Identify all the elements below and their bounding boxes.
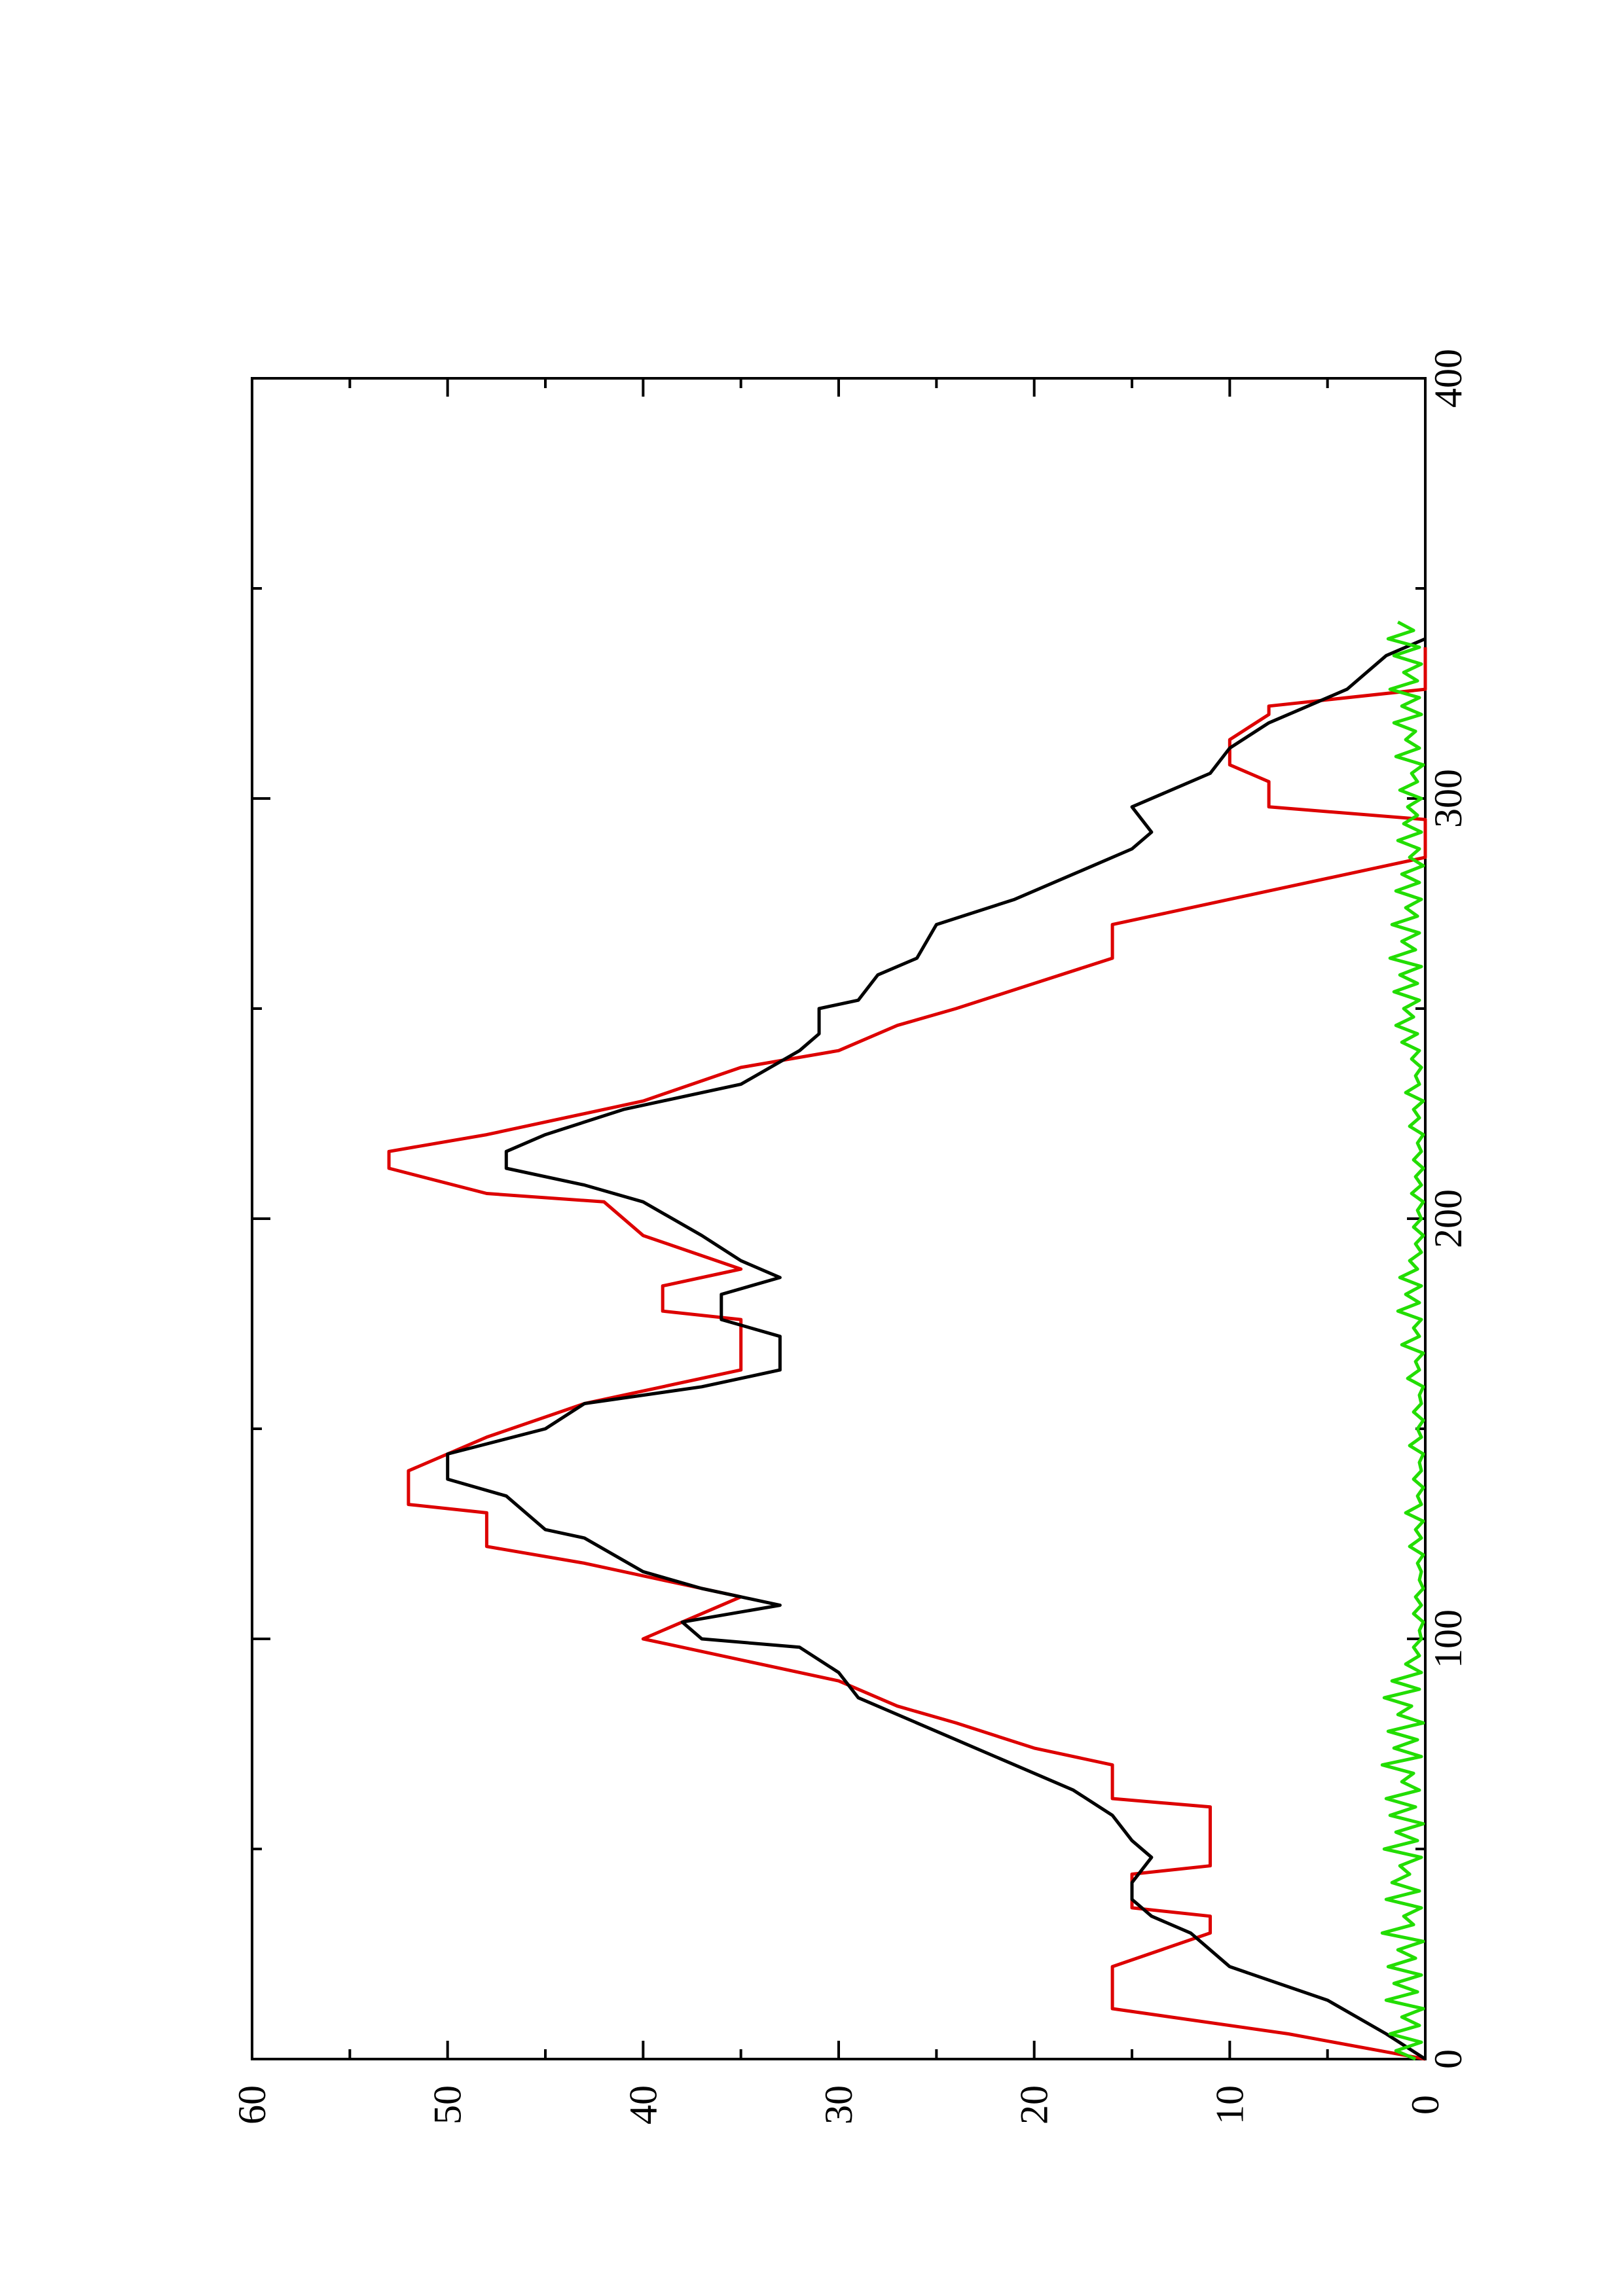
- series-green-line: [1380, 620, 1425, 2061]
- x-tick-label: 100: [1427, 1609, 1470, 1668]
- x-tick-label: 0: [1427, 2049, 1470, 2069]
- series-red-line: [387, 647, 1427, 2061]
- y-tick-label: 60: [230, 2085, 274, 2125]
- plot-area: 0 100 200 300 400 0 10 20 30 40 50 60: [230, 349, 1470, 2125]
- x-tick-label: 400: [1427, 349, 1470, 408]
- plot-frame: [251, 377, 1427, 2060]
- y-tick-label: 10: [1208, 2085, 1251, 2125]
- y-tick-label: 20: [1013, 2085, 1056, 2125]
- y-tick-label: 40: [621, 2085, 665, 2125]
- y-tick-label: 0: [1404, 2095, 1447, 2115]
- y-tick-label: 30: [817, 2085, 860, 2125]
- x-tick-label: 200: [1427, 1189, 1470, 1248]
- series-black-line: [446, 637, 1427, 2061]
- y-tick-label: 50: [426, 2085, 469, 2125]
- x-tick-label: 300: [1427, 769, 1470, 828]
